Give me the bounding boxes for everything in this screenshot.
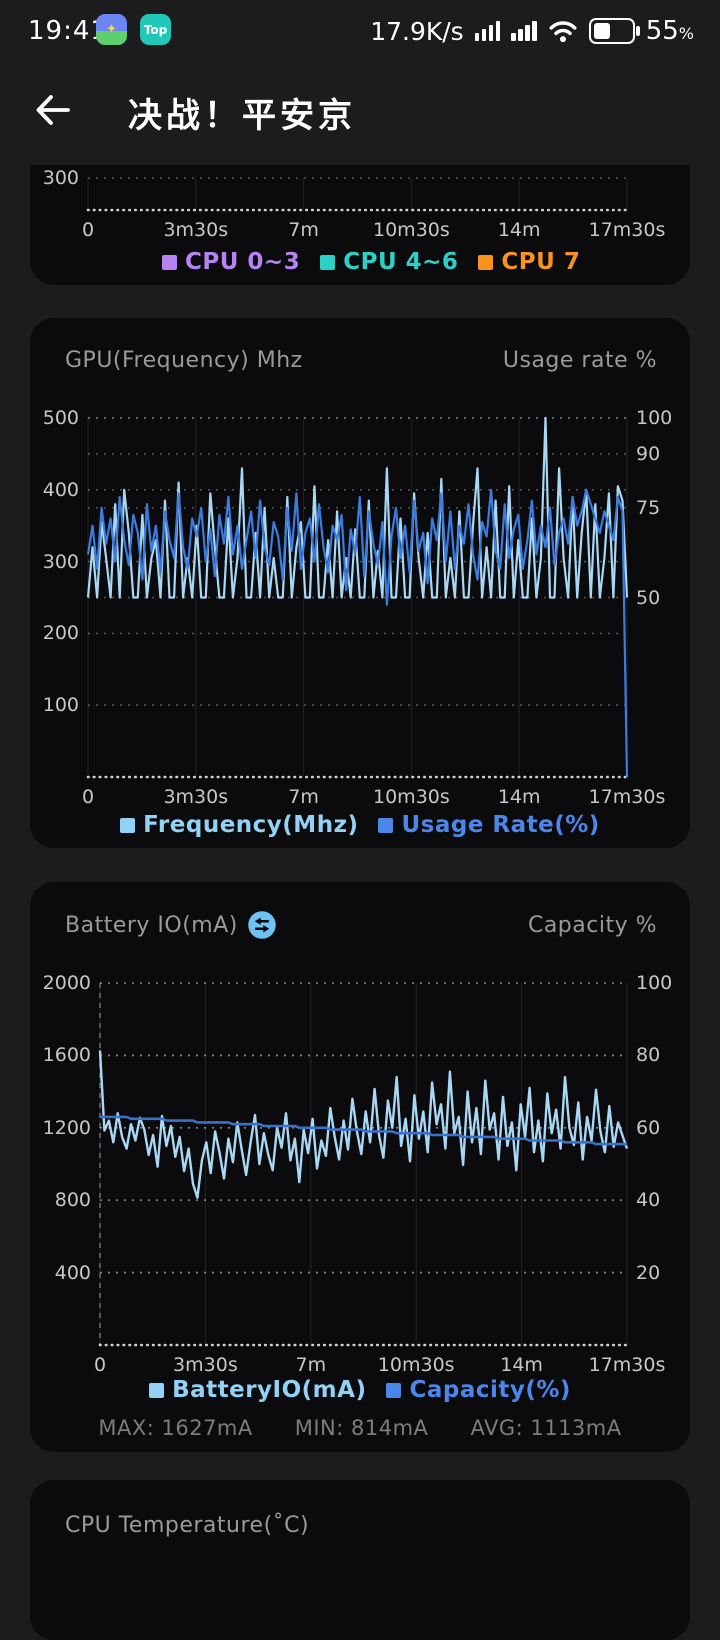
tick-label-left: 800 — [54, 1189, 91, 1212]
legend-label: Frequency(Mhz) — [143, 812, 359, 838]
tick-label-x: 3m30s — [163, 786, 229, 808]
battery-min: MIN: 814mA — [294, 1416, 429, 1440]
battery-percent: 55% — [645, 16, 694, 46]
tick-label-x: 10m30s — [377, 1354, 455, 1376]
tick-label-x: 0 — [81, 219, 95, 241]
top-badge-icon: Top — [140, 14, 171, 45]
legend-swatch-icon — [478, 254, 494, 270]
tick-label-x: 0 — [93, 1354, 107, 1376]
legend-item[interactable]: CPU 0~3 — [162, 249, 300, 275]
legend-item[interactable]: Usage Rate(%) — [378, 812, 599, 838]
cpu-temperature-title: CPU Temperature(˚C) — [65, 1513, 310, 1538]
legend-item[interactable]: Frequency(Mhz) — [120, 812, 358, 838]
tick-label-right: 20 — [636, 1261, 661, 1284]
tick-label-right: 60 — [636, 1116, 661, 1139]
cpu-usage-legend: CPU 0~3 CPU 4~6 CPU 7 — [30, 249, 690, 275]
tick-label-left: 400 — [54, 1261, 91, 1284]
tick-label-x: 7m — [288, 219, 319, 241]
cpu-usage-card: CPU 0~3 CPU 4~6 CPU 7 300 0 3m30s 7m 10m30s 14m… — [30, 165, 690, 285]
tick-label-left: 200 — [42, 622, 79, 645]
tick-label-left: 100 — [42, 694, 79, 717]
network-speed: 17.9K/s — [370, 16, 464, 46]
game-app-icon: ✦ — [96, 14, 127, 45]
back-arrow-icon[interactable] — [30, 90, 74, 130]
tick-label-right: 75 — [636, 496, 661, 519]
legend-swatch-icon — [162, 254, 177, 270]
tick-label-right: 90 — [636, 442, 661, 465]
legend-label: Capacity(%) — [409, 1377, 571, 1403]
tick-label-x: 14m — [497, 219, 541, 241]
status-bar: 19:41 ✦ Top 17.9K/s 55% — [0, 0, 720, 62]
tick-label-left: 400 — [42, 478, 79, 501]
tick-label-right: 100 — [636, 407, 673, 429]
tick-label-x: 7m — [288, 786, 319, 808]
legend-item[interactable]: BatteryIO(mA) — [149, 1377, 366, 1403]
tick-label-left: 300 — [42, 550, 79, 573]
legend-label: CPU 4~6 — [343, 249, 459, 275]
legend-swatch-icon — [149, 1382, 165, 1398]
cellular-signal-icon — [474, 21, 501, 41]
cpu-temperature-card: CPU Temperature(˚C) — [30, 1480, 690, 1640]
tick-label-x: 0 — [81, 786, 95, 808]
legend-item[interactable]: CPU 4~6 — [320, 249, 458, 275]
battery-stats: MAX: 1627mA MIN: 814mA AVG: 1113mA — [30, 1416, 690, 1440]
swap-icon[interactable] — [247, 910, 277, 940]
gpu-legend: Frequency(Mhz) Usage Rate(%) — [30, 812, 690, 838]
tick-label-x: 3m30s — [173, 1354, 238, 1376]
tick-label-x: 17m30s — [588, 786, 666, 808]
tick-label-x: 10m30s — [373, 219, 450, 241]
legend-label: CPU 0~3 — [185, 249, 301, 275]
tick-label-x: 14m — [497, 786, 541, 808]
clock: 19:41 — [28, 16, 108, 46]
tick-label-x: 10m30s — [373, 786, 450, 808]
legend-label: CPU 7 — [501, 249, 581, 275]
battery-card: Battery IO(mA) Capacity % BatteryIO(mA) C… — [30, 882, 690, 1452]
battery-chart[interactable] — [98, 982, 629, 1347]
legend-swatch-icon — [120, 817, 136, 833]
page-title: 决战！平安京 — [128, 96, 356, 136]
tick-label-x: 7m — [295, 1354, 327, 1376]
gpu-card: GPU(Frequency) Mhz Usage rate % Frequenc… — [30, 318, 690, 848]
cellular-signal-icon — [511, 21, 537, 41]
tick-label-x: 17m30s — [588, 1354, 666, 1376]
battery-icon — [588, 18, 640, 44]
gpu-chart[interactable] — [86, 416, 629, 779]
tick-label-right: 80 — [636, 1044, 661, 1067]
battery-card-right-title: Capacity % — [527, 912, 657, 938]
tick-label-left: 2000 — [42, 972, 91, 994]
battery-avg: AVG: 1113mA — [470, 1416, 622, 1440]
tick-label-x: 3m30s — [163, 219, 229, 241]
battery-legend: BatteryIO(mA) Capacity(%) — [30, 1377, 690, 1403]
gpu-card-right-title: Usage rate % — [502, 348, 657, 373]
app-header: 决战！平安京 — [0, 62, 720, 162]
wifi-icon — [548, 19, 578, 43]
tick-label-left: 1200 — [42, 1116, 91, 1139]
tick-label-right: 40 — [636, 1189, 661, 1212]
legend-swatch-icon — [320, 254, 336, 270]
tick-label-right: 50 — [636, 586, 661, 609]
legend-item[interactable]: CPU 7 — [478, 249, 580, 275]
tick-label-left: 1600 — [42, 1044, 91, 1067]
tick-label-x: 17m30s — [588, 219, 666, 241]
legend-item[interactable]: Capacity(%) — [386, 1377, 570, 1403]
cpu-usage-chart[interactable] — [86, 177, 629, 212]
battery-card-title: Battery IO(mA) — [65, 912, 238, 938]
tick-label-x: 14m — [500, 1354, 543, 1376]
legend-label: BatteryIO(mA) — [172, 1377, 367, 1403]
tick-label-left: 500 — [42, 407, 79, 429]
legend-label: Usage Rate(%) — [401, 812, 600, 838]
legend-swatch-icon — [386, 1382, 402, 1398]
gpu-card-title: GPU(Frequency) Mhz — [65, 348, 303, 373]
battery-max: MAX: 1627mA — [98, 1416, 253, 1440]
legend-swatch-icon — [378, 817, 394, 833]
tick-label-right: 100 — [636, 972, 673, 994]
tick-label-left: 300 — [42, 167, 79, 189]
